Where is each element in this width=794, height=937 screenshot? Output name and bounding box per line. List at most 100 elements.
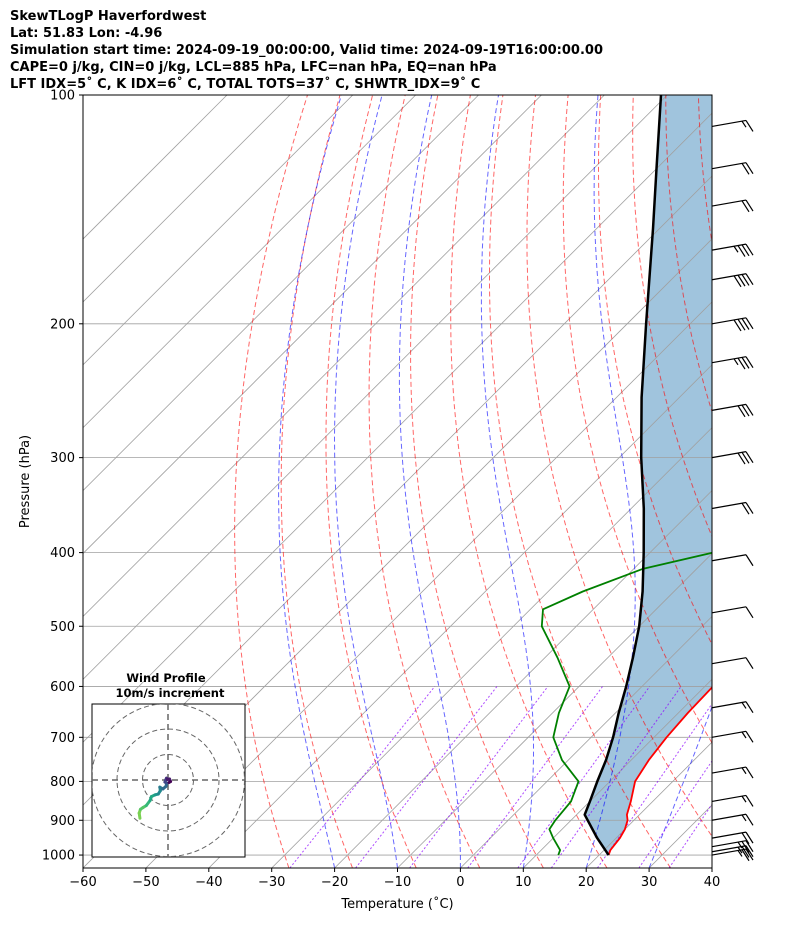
y-axis-label: Pressure (hPa) [18,435,33,528]
isotherm-line [83,95,228,240]
wind-barb-flag [737,318,746,331]
y-tick-label: 800 [50,775,75,790]
wind-barb-flag [741,452,750,464]
dewpoint-profile [540,551,712,856]
wind-barb-flag [745,199,754,212]
wind-barb-staff [711,845,747,853]
wind-barb [711,606,754,619]
wind-barb [711,554,754,567]
simulation-times: Simulation start time: 2024-09-19_00:00:… [10,43,603,58]
wind-barb-flag [741,163,750,175]
wind-barb-flag [745,845,754,858]
dry-adiabat [410,95,544,868]
isotherm-line [83,95,542,555]
wind-barb-flag [741,357,750,369]
wind-barb [711,403,754,418]
dry-adiabat [697,95,712,246]
wind-barb-staff [711,356,747,364]
mixing-ratio-line [638,760,712,868]
location-coordinates: Lat: 51.83 Lon: -4.96 [10,26,163,41]
dry-adiabat [489,95,672,868]
wind-barb [711,831,754,845]
plot-area [83,95,794,868]
temperature-profile [607,686,712,856]
wind-barb-flag [745,795,754,807]
wind-barb [711,119,754,132]
wind-barb-flag [745,273,754,286]
x-tick-label: 40 [704,875,721,890]
wind-barb-half-flag [737,850,743,857]
wind-barb-half-flag [741,120,747,128]
x-tick-label: −30 [258,875,285,890]
moist-adiabat [648,705,712,868]
hodograph-plot [92,704,245,857]
wind-barb-staff [711,813,747,821]
wind-barb [711,730,754,743]
wind-barb-staff [711,243,747,251]
wind-barb-flag [745,243,754,256]
wind-barb-flag [741,244,750,257]
y-tick-label: 300 [50,451,75,466]
dry-adiabat [562,95,712,744]
wind-barb-flag [745,502,754,514]
isotherm-line [83,95,291,303]
wind-barb-flag [745,356,754,368]
mixing-ratio-line [467,686,604,868]
wind-barb-flag [745,162,754,174]
wind-barb-flag [745,848,754,861]
mixing-ratio-line [596,702,712,868]
wind-barb-flag [745,554,754,567]
wind-barb [711,840,754,853]
wind-barb-staff [711,451,747,459]
x-tick-label: 10 [515,875,532,890]
wind-barb-staff [711,831,747,839]
wind-barb-half-flag [741,702,747,709]
wind-barb-flag [745,657,754,669]
dry-adiabat [325,95,417,868]
isotherm-line [397,552,712,868]
mixing-ratio-line [550,686,682,868]
wind-barb-flag [741,318,750,330]
wind-barb-flag [737,452,746,465]
isotherm-line [208,364,712,868]
x-tick-label: −20 [321,875,348,890]
wind-barb-flag [745,120,754,132]
wind-barb-flag [745,831,754,844]
x-tick-label: 30 [641,875,658,890]
wind-barb [711,794,754,807]
x-tick-label: −40 [195,875,222,890]
wind-barb [711,451,754,465]
mixing-ratio-line [668,803,712,868]
dry-adiabat [731,95,794,868]
wind-barb-half-flag [741,731,747,739]
wind-barb-staff [711,273,747,281]
wind-barb-flag [737,405,746,418]
wind-barb-flag [737,245,746,257]
wind-barb [711,845,754,858]
wind-barb [711,701,754,714]
mixing-ratio-line [517,686,651,868]
wind-barb-half-flag [741,795,747,803]
isotherm-line [83,95,354,366]
chart-header: SkewTLogP Haverfordwest Lat: 51.83 Lon: … [10,8,603,93]
wind-barb-half-flag [733,245,739,253]
wind-barb [711,243,754,257]
wind-barb-staff [711,162,747,170]
wind-barb-staff [711,794,747,802]
isotherm-line [83,95,416,429]
wind-barb-staff [711,606,747,614]
wind-barb-staff [711,119,747,128]
wind-barb-staff [711,657,747,665]
isotherm-line [83,95,605,617]
stability-indices: LFT IDX=5˚ C, K IDX=6˚ C, TOTAL TOTS=37˚… [10,77,481,92]
wind-barb-flag [745,840,754,853]
wind-barb-flag [741,274,750,286]
wind-barb-staff [711,701,747,709]
wind-barb-flag [745,451,754,463]
wind-barb-staff [711,501,747,510]
parcel-profile [583,95,663,856]
wind-barb-flag [741,846,750,858]
isotherm-line [460,615,712,868]
wind-barb-staff [711,766,747,774]
wind-barb-staff [711,199,747,207]
